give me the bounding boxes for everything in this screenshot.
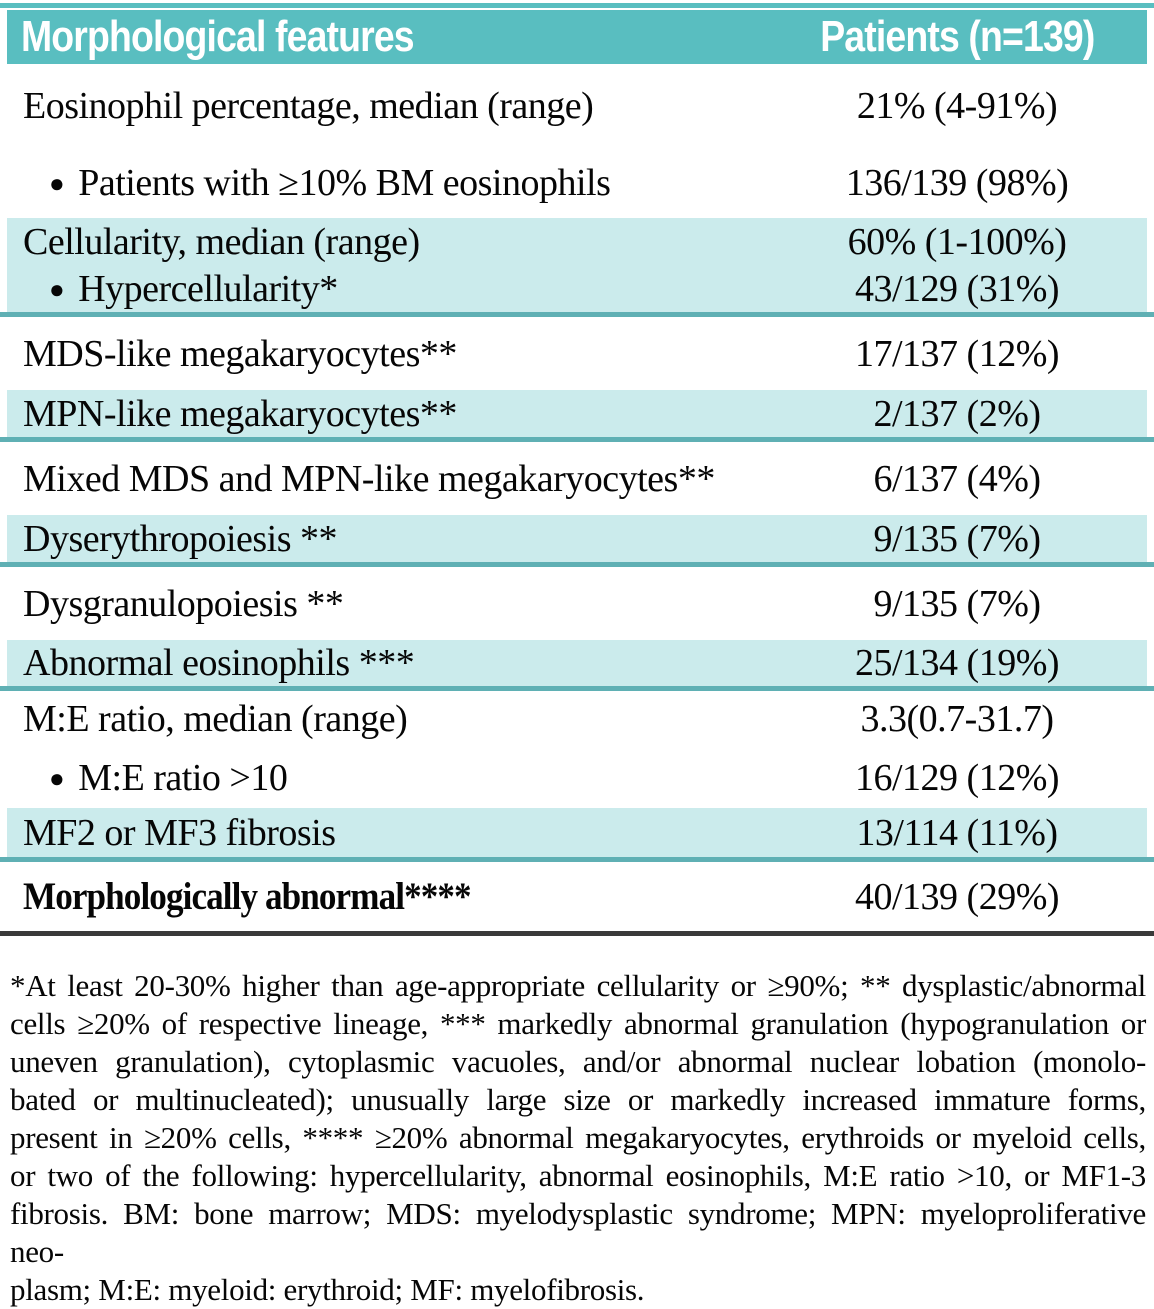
- value-cell: 2/137 (2%): [873, 392, 1041, 435]
- table-body: Eosinophil percentage, median (range) 21…: [0, 64, 1154, 931]
- feature-label: MPN-like megakaryocytes**: [23, 392, 457, 435]
- feature-label: M:E ratio, median (range): [23, 698, 408, 740]
- footnote: *At least 20-30% higher than age-appropr…: [0, 967, 1154, 1309]
- table-row: M:E ratio, median (range) 3.3(0.7-31.7): [7, 691, 1147, 747]
- feature-cell: MDS-like megakaryocytes**: [7, 332, 777, 376]
- footnote-line: uneven granulation), cytoplasmic vacuole…: [10, 1044, 1146, 1079]
- value-cell: 21% (4-91%): [856, 85, 1058, 127]
- feature-label: Mixed MDS and MPN-like megakaryocytes**: [23, 457, 715, 500]
- bullet-icon: ●: [49, 274, 65, 304]
- feature-cell: Mixed MDS and MPN-like megakaryocytes**: [7, 457, 777, 501]
- bullet-icon: ●: [49, 169, 65, 198]
- feature-cell: MF2 or MF3 fibrosis: [7, 811, 777, 855]
- morphology-table-figure: Morphological features Patients (n=139) …: [0, 3, 1154, 1307]
- value-cell: 3.3(0.7-31.7): [860, 698, 1054, 740]
- table-header: Morphological features Patients (n=139): [7, 10, 1147, 64]
- table-row: ● M:E ratio >10 16/129 (12%): [7, 747, 1147, 808]
- table-row: ● Patients with ≥10% BM eosinophils 136/1…: [7, 148, 1147, 218]
- feature-cell: M:E ratio, median (range): [7, 697, 777, 741]
- feature-cell: ● M:E ratio >10: [7, 756, 777, 800]
- value-cell: 13/114 (11%): [856, 811, 1058, 854]
- footnote-line: fibrosis. BM: bone marrow; MDS: myelodys…: [10, 1196, 1146, 1269]
- header-morphological-features: Morphological features: [7, 12, 777, 62]
- footnote-line: *At least 20-30% higher than age-appropr…: [10, 968, 1146, 1003]
- top-rule: [0, 3, 1154, 8]
- value-cell: 17/137 (12%): [854, 332, 1060, 375]
- table-row: Mixed MDS and MPN-like megakaryocytes** …: [7, 442, 1147, 515]
- footnote-line: present in ≥20% cells, **** ≥20% abnorma…: [10, 1120, 1146, 1155]
- feature-cell: ● Hypercellularity*: [7, 267, 777, 311]
- value-cell: 60% (1-100%): [847, 220, 1067, 263]
- feature-label: M:E ratio >10: [78, 756, 288, 799]
- value-cell: 16/129 (12%): [854, 756, 1060, 799]
- value-cell: 136/139 (98%): [845, 162, 1069, 204]
- footnote-line: or two of the following: hypercellularit…: [10, 1158, 1146, 1193]
- feature-label: Hypercellularity*: [78, 267, 338, 310]
- feature-cell: Dyserythropoiesis **: [7, 517, 777, 561]
- feature-cell: ● Patients with ≥10% BM eosinophils: [7, 161, 777, 205]
- table-row: Eosinophil percentage, median (range) 21…: [7, 64, 1147, 148]
- value-cell: 9/135 (7%): [873, 517, 1041, 560]
- feature-cell: Cellularity, median (range): [7, 220, 777, 264]
- feature-cell: Abnormal eosinophils ***: [7, 641, 777, 685]
- footnote-line: cells ≥20% of respective lineage, *** ma…: [10, 1006, 1146, 1041]
- table-row: Dysgranulopoiesis ** 9/135 (7%): [7, 567, 1147, 640]
- footnote-line: bated or multinucleated); unusually larg…: [10, 1082, 1146, 1117]
- feature-cell: Eosinophil percentage, median (range): [7, 84, 777, 128]
- feature-label: Patients with ≥10% BM eosinophils: [78, 162, 611, 204]
- feature-cell: Morphologically abnormal****: [7, 874, 777, 919]
- header-patients-count: Patients (n=139): [777, 12, 1137, 62]
- table-row: Morphologically abnormal**** 40/139 (29%…: [7, 862, 1147, 931]
- header-patients-count-label: Patients (n=139): [819, 12, 1095, 61]
- value-cell: 25/134 (19%): [854, 642, 1060, 684]
- feature-label: MDS-like megakaryocytes**: [23, 332, 457, 375]
- bottom-rule: [0, 931, 1154, 936]
- footnote-line: plasm; M:E: myeloid: erythroid; MF: myel…: [10, 1272, 645, 1307]
- value-cell: 6/137 (4%): [873, 457, 1041, 500]
- table-row: Abnormal eosinophils *** 25/134 (19%): [0, 640, 1154, 691]
- value-cell: 9/135 (7%): [873, 582, 1041, 625]
- value-cell: 43/129 (31%): [854, 267, 1060, 310]
- table-row: Cellularity, median (range) 60% (1-100%): [7, 218, 1147, 265]
- table-row: Dyserythropoiesis ** 9/135 (7%): [0, 515, 1154, 567]
- header-morphological-features-label: Morphological features: [21, 12, 415, 61]
- feature-label: Dysgranulopoiesis **: [23, 582, 344, 625]
- feature-label: MF2 or MF3 fibrosis: [23, 811, 336, 854]
- feature-cell: MPN-like megakaryocytes**: [7, 392, 777, 436]
- value-cell: 40/139 (29%): [854, 875, 1060, 918]
- table-row: MPN-like megakaryocytes** 2/137 (2%): [0, 390, 1154, 442]
- feature-cell: Dysgranulopoiesis **: [7, 582, 777, 626]
- table-row: MF2 or MF3 fibrosis 13/114 (11%): [0, 808, 1154, 862]
- feature-label: Morphologically abnormal****: [23, 875, 472, 918]
- table-row: MDS-like megakaryocytes** 17/137 (12%): [7, 317, 1147, 390]
- feature-label: Dyserythropoiesis **: [23, 517, 338, 560]
- feature-label: Abnormal eosinophils ***: [23, 642, 415, 684]
- table-row: ● Hypercellularity* 43/129 (31%): [0, 265, 1154, 317]
- bullet-icon: ●: [49, 763, 65, 793]
- feature-label: Cellularity, median (range): [23, 220, 420, 263]
- feature-label: Eosinophil percentage, median (range): [23, 85, 594, 127]
